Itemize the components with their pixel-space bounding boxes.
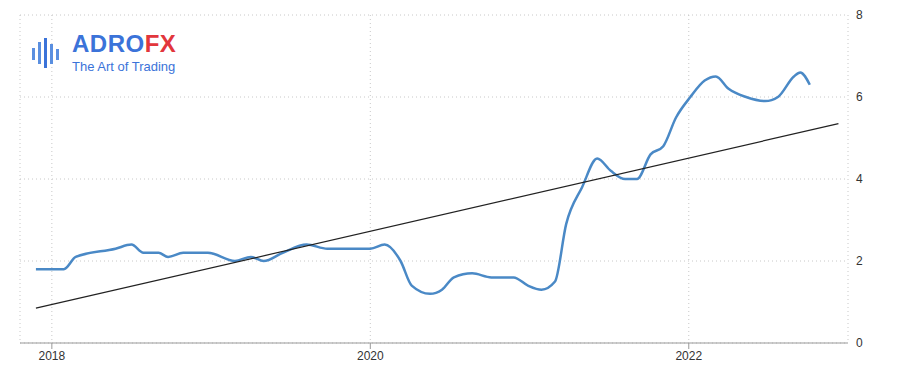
html-text:ADRO FX: ADRO FX: [72, 30, 177, 57]
svg-text:4: 4: [856, 172, 863, 186]
svg-text:2020: 2020: [357, 349, 384, 363]
svg-text:2018: 2018: [38, 349, 65, 363]
html-text:The Art of Trading: The Art of Trading: [72, 59, 176, 74]
svg-text:2022: 2022: [675, 349, 702, 363]
svg-text:2: 2: [856, 254, 863, 268]
svg-text:8: 8: [856, 8, 863, 22]
svg-text:6: 6: [856, 90, 863, 104]
svg-text:0: 0: [856, 336, 863, 350]
